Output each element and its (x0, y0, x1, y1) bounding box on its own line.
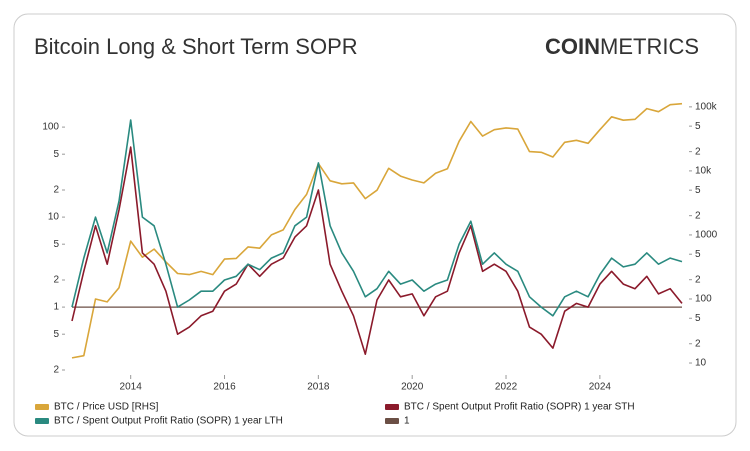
legend-label: 1 (404, 416, 410, 427)
y2-tick-label: 10k (695, 166, 712, 177)
legend-swatch (385, 404, 399, 410)
y2-tick-label: 100 (695, 294, 712, 305)
y-tick-label: 5 (53, 239, 59, 250)
legend-label: BTC / Price USD [RHS] (54, 402, 159, 413)
brand-light: METRICS (600, 34, 699, 59)
brand-bold: COIN (545, 34, 600, 59)
y2-tick-label: 100k (695, 102, 718, 113)
y-tick-label: 2 (53, 185, 59, 196)
x-tick-label: 2014 (120, 382, 143, 393)
x-tick-label: 2022 (495, 382, 518, 393)
card (13, 13, 737, 437)
x-tick-label: 2024 (589, 382, 612, 393)
y2-tick-label: 5 (695, 313, 701, 324)
legend-swatch (35, 404, 49, 410)
chart-title: Bitcoin Long & Short Term SOPR (34, 34, 358, 59)
legend-swatch (385, 418, 399, 424)
y2-tick-label: 2 (695, 274, 701, 285)
x-tick-label: 2020 (401, 382, 424, 393)
series-line (71, 146, 683, 355)
y2-tick-label: 5 (695, 121, 701, 132)
y2-tick-label: 10 (695, 358, 707, 369)
series-line (71, 102, 683, 359)
y2-tick-label: 2 (695, 210, 701, 221)
legend-swatch (35, 418, 49, 424)
y-tick-label: 1 (53, 302, 59, 313)
y-tick-label: 5 (53, 329, 59, 340)
y-tick-label: 2 (53, 275, 59, 286)
series-line (71, 119, 683, 317)
y-tick-label: 2 (53, 365, 59, 376)
legend-label: BTC / Spent Output Profit Ratio (SOPR) 1… (404, 402, 635, 413)
x-tick-label: 2016 (213, 382, 236, 393)
y-tick-label: 10 (48, 212, 60, 223)
brand: COINMETRICS (545, 34, 699, 59)
legend-label: BTC / Spent Output Profit Ratio (SOPR) 1… (54, 416, 283, 427)
y2-tick-label: 1000 (695, 230, 718, 241)
y2-tick-label: 5 (695, 249, 701, 260)
y-tick-label: 5 (53, 149, 59, 160)
y2-tick-label: 2 (695, 146, 701, 157)
x-tick-label: 2018 (307, 382, 330, 393)
y-tick-label: 100 (42, 122, 59, 133)
y2-tick-label: 2 (695, 338, 701, 349)
y2-tick-label: 5 (695, 185, 701, 196)
